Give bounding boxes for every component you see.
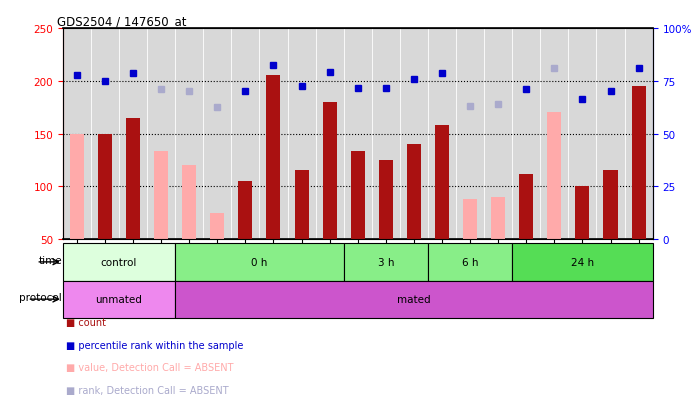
Text: ■ count: ■ count <box>66 317 106 327</box>
Bar <box>63 244 175 281</box>
Bar <box>98 134 112 240</box>
Bar <box>267 76 281 240</box>
Bar <box>126 119 140 240</box>
Bar <box>350 152 365 240</box>
Bar <box>154 152 168 240</box>
Text: ■ percentile rank within the sample: ■ percentile rank within the sample <box>66 340 244 350</box>
Bar <box>238 182 253 240</box>
Text: control: control <box>101 257 138 267</box>
Bar <box>632 87 646 240</box>
Bar <box>63 281 175 318</box>
Bar <box>407 145 421 240</box>
Bar <box>463 199 477 240</box>
Bar <box>512 244 653 281</box>
Text: time: time <box>38 255 62 266</box>
Text: GDS2504 / 147650_at: GDS2504 / 147650_at <box>57 15 186 28</box>
Bar <box>435 126 449 240</box>
Text: 3 h: 3 h <box>378 257 394 267</box>
Bar <box>519 174 533 240</box>
Bar <box>210 213 224 240</box>
Bar <box>491 197 505 240</box>
Bar <box>379 161 393 240</box>
Bar <box>70 134 84 240</box>
Bar <box>175 244 343 281</box>
Bar <box>575 187 589 240</box>
Bar <box>547 113 561 240</box>
Bar <box>428 244 512 281</box>
Text: 24 h: 24 h <box>571 257 594 267</box>
Text: ■ rank, Detection Call = ABSENT: ■ rank, Detection Call = ABSENT <box>66 385 229 395</box>
Text: protocol: protocol <box>20 292 62 303</box>
Text: ■ value, Detection Call = ABSENT: ■ value, Detection Call = ABSENT <box>66 363 234 373</box>
Text: 0 h: 0 h <box>251 257 267 267</box>
Text: 6 h: 6 h <box>462 257 478 267</box>
Bar <box>182 166 196 240</box>
Text: unmated: unmated <box>96 294 142 304</box>
Bar <box>322 102 336 240</box>
Text: mated: mated <box>397 294 431 304</box>
Bar <box>604 171 618 240</box>
Bar <box>295 171 309 240</box>
Bar <box>343 244 428 281</box>
Bar <box>175 281 653 318</box>
